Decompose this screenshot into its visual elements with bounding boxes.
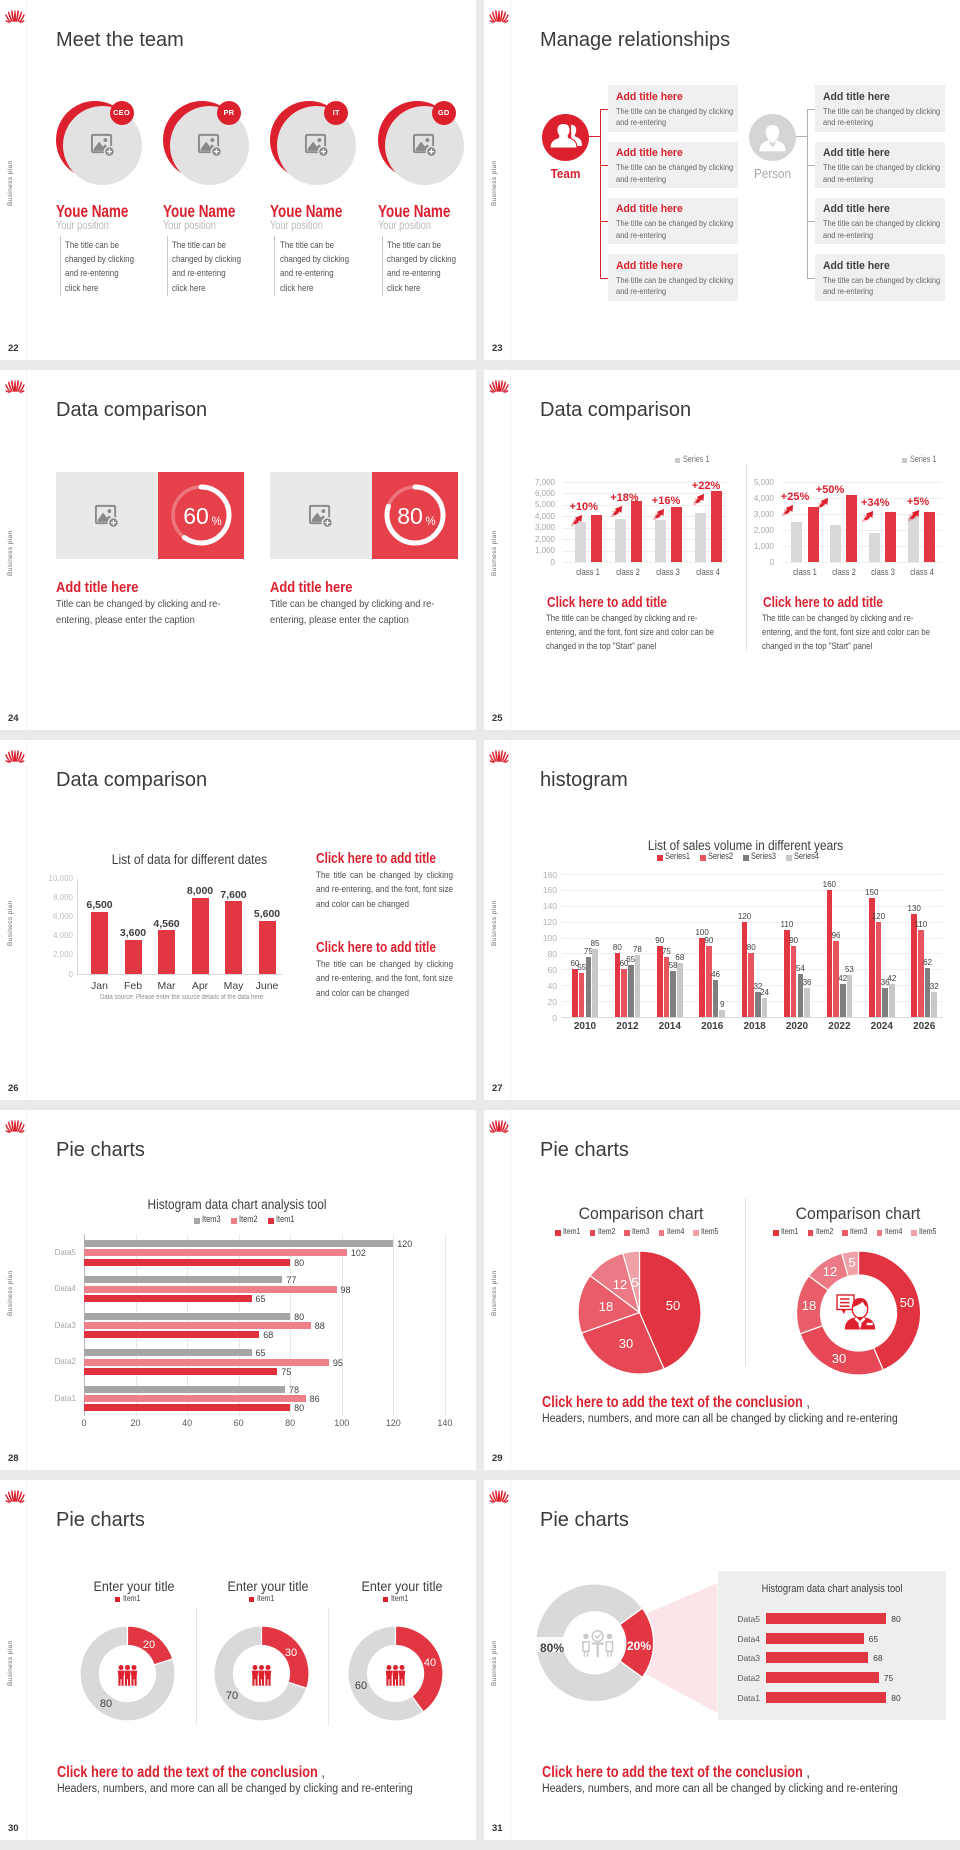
svg-text:80: 80 [397, 503, 423, 529]
svg-text:12: 12 [823, 1264, 837, 1279]
svg-text:40: 40 [424, 1657, 436, 1669]
svg-text:30: 30 [832, 1351, 846, 1366]
svg-text:60: 60 [183, 503, 209, 529]
svg-text:50: 50 [666, 1298, 680, 1313]
svg-text:50: 50 [900, 1295, 914, 1310]
svg-text:5: 5 [631, 1275, 638, 1290]
svg-text:80%: 80% [540, 1641, 564, 1655]
svg-text:20%: 20% [627, 1639, 651, 1653]
svg-text:70: 70 [226, 1690, 238, 1702]
svg-text:18: 18 [599, 1299, 613, 1314]
svg-text:12: 12 [613, 1277, 627, 1292]
svg-text:30: 30 [285, 1647, 297, 1659]
svg-text:60: 60 [355, 1680, 367, 1692]
svg-text:5: 5 [848, 1255, 855, 1270]
svg-text:18: 18 [802, 1298, 816, 1313]
svg-text:30: 30 [619, 1336, 633, 1351]
svg-text:80: 80 [100, 1698, 112, 1710]
svg-text:20: 20 [143, 1639, 155, 1651]
svg-text:%: % [212, 516, 222, 528]
svg-text:%: % [426, 516, 436, 528]
